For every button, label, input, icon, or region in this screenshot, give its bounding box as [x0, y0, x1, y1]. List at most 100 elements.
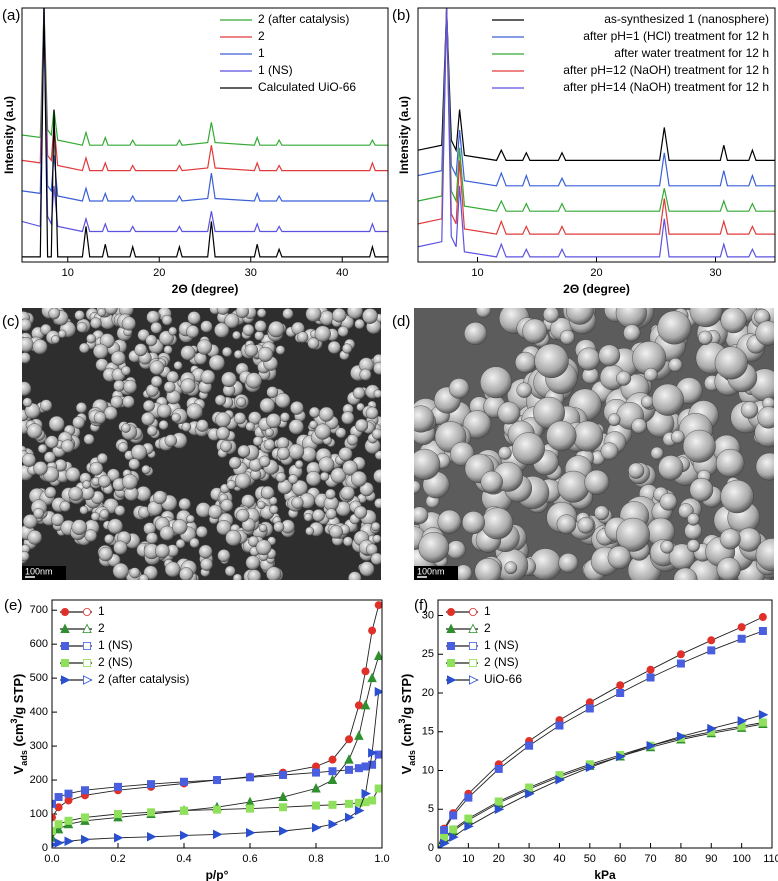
legend-label: 2: [484, 621, 491, 635]
particle: [242, 323, 255, 336]
particle: [480, 366, 512, 399]
legend-label: UiO-66: [484, 672, 522, 686]
marker: [81, 834, 91, 845]
particle: [84, 529, 97, 542]
particle: [512, 432, 545, 466]
particle: [546, 420, 577, 452]
legend-label: 2 (NS): [98, 655, 133, 669]
particle: [720, 308, 747, 334]
marker: [278, 791, 288, 802]
particle: [307, 337, 320, 350]
particle: [121, 365, 131, 376]
particle: [497, 401, 521, 425]
legend-label: 2 (after catalysis): [258, 12, 349, 26]
marker: [361, 788, 371, 799]
particle: [464, 322, 487, 345]
particle: [208, 354, 225, 371]
particle: [268, 496, 278, 506]
x-tick-label: 0.2: [110, 853, 125, 865]
particle: [266, 566, 282, 580]
y-tick-label: 10: [422, 764, 434, 776]
marker: [737, 623, 746, 632]
particle: [359, 368, 372, 381]
particle: [314, 423, 331, 440]
marker: [53, 823, 64, 834]
marker: [737, 634, 746, 643]
legend-label: after water treatment for 12 h: [614, 46, 769, 60]
particle: [559, 329, 575, 345]
scale-bar-label: 100nm: [417, 566, 445, 576]
particle: [78, 342, 90, 354]
particle: [288, 443, 305, 460]
particle: [670, 430, 685, 444]
particle: [217, 549, 231, 563]
particle: [615, 308, 647, 329]
particle: [112, 562, 129, 580]
particle: [40, 399, 53, 412]
particle: [658, 455, 684, 481]
x-tick-label: 110: [763, 853, 778, 865]
particle: [247, 569, 262, 580]
particle: [338, 447, 353, 462]
particle: [330, 467, 347, 484]
particle: [719, 528, 741, 550]
particle: [214, 322, 230, 338]
particle: [577, 347, 601, 371]
particle: [346, 434, 359, 446]
particle: [51, 335, 60, 344]
particle: [686, 539, 700, 553]
marker: [676, 650, 685, 659]
particle: [224, 313, 240, 329]
legend-label: 1: [98, 604, 105, 618]
marker: [212, 776, 221, 785]
marker: [616, 681, 625, 690]
marker: [368, 626, 377, 635]
particle: [166, 370, 179, 384]
particle: [90, 512, 100, 522]
particle: [275, 472, 287, 483]
particle: [22, 318, 32, 332]
particle: [263, 438, 276, 451]
particle: [48, 308, 61, 320]
particle: [600, 442, 619, 461]
particle: [668, 357, 683, 373]
particle: [437, 509, 462, 534]
particle: [260, 485, 275, 500]
particle: [628, 462, 645, 479]
x-tick-label: 0: [435, 853, 441, 865]
marker: [368, 760, 377, 769]
series-line: [418, 8, 775, 212]
particle: [740, 401, 759, 419]
particle: [577, 517, 595, 534]
particle: [414, 480, 421, 494]
series-line: [418, 8, 775, 162]
marker: [367, 672, 377, 683]
particle: [275, 392, 291, 409]
x-axis-label: kPa: [594, 868, 616, 881]
particle: [757, 406, 774, 429]
marker: [374, 686, 382, 697]
particle: [572, 420, 604, 452]
y-axis-label-part: 3: [397, 718, 407, 723]
x-tick-label: 30: [245, 267, 257, 279]
particle: [498, 446, 512, 460]
particle: [558, 553, 579, 573]
particle: [673, 567, 698, 580]
marker: [758, 613, 767, 622]
particle: [245, 421, 255, 432]
marker: [344, 735, 353, 744]
particle: [755, 452, 774, 481]
particle: [598, 344, 621, 367]
particle: [280, 412, 290, 423]
particle: [22, 352, 31, 364]
marker: [344, 765, 353, 774]
particle: [475, 308, 492, 318]
particle: [196, 419, 209, 432]
particle: [616, 370, 632, 386]
particle: [290, 401, 304, 415]
y-axis-label-part: /g STP): [399, 674, 414, 719]
particle: [418, 531, 450, 563]
legend-label: as-synthesized 1 (nanosphere): [604, 12, 769, 26]
particle: [266, 413, 282, 429]
particle: [755, 320, 774, 346]
